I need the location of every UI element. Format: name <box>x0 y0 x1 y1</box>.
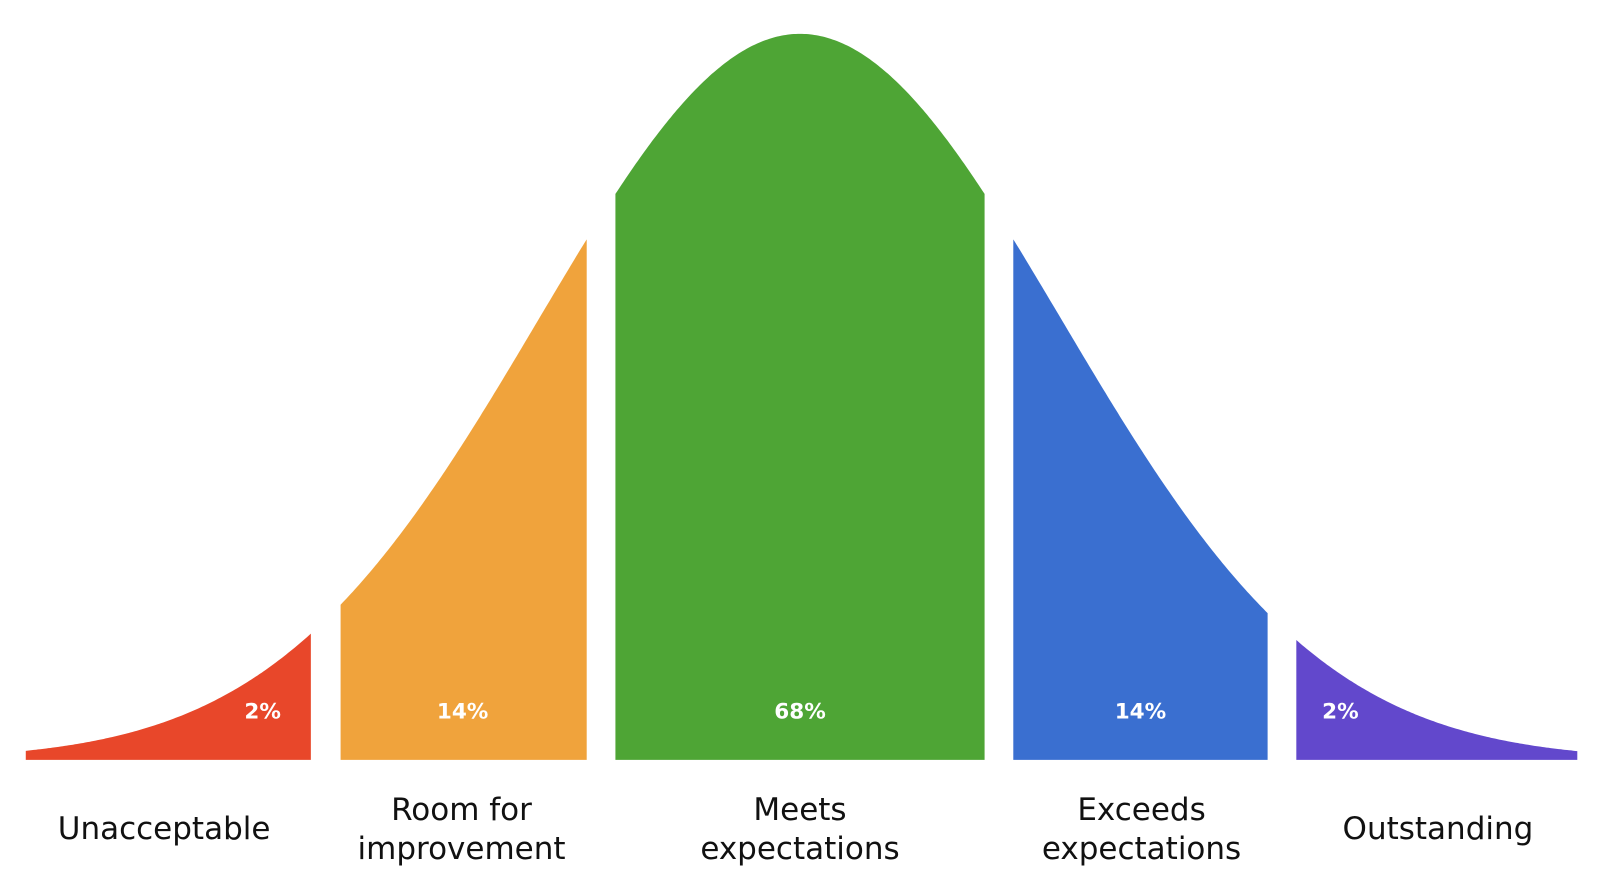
category-label: Outstanding <box>1342 811 1534 848</box>
category-label: Unacceptable <box>57 811 271 848</box>
segment <box>25 633 311 760</box>
segment <box>340 239 587 760</box>
value-label: 68% <box>774 700 826 725</box>
segment <box>615 33 985 760</box>
category-label: Room for improvement <box>357 791 566 867</box>
category-label: Exceeds expectations <box>1041 791 1242 867</box>
value-label: 2% <box>244 700 281 725</box>
value-label: 2% <box>1322 700 1359 725</box>
value-label: 14% <box>1115 700 1167 725</box>
segment <box>1013 239 1268 760</box>
category-label: Meets expectations <box>700 791 900 867</box>
value-label: 14% <box>437 700 489 725</box>
segment <box>1296 639 1578 760</box>
